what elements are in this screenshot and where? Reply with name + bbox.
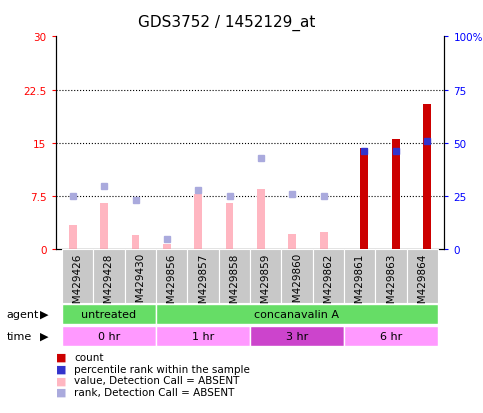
Text: GSM429857: GSM429857: [198, 253, 208, 316]
Text: ▶: ▶: [40, 331, 48, 341]
Text: GSM429860: GSM429860: [292, 253, 302, 316]
Text: GSM429430: GSM429430: [135, 253, 145, 316]
Bar: [187, 250, 219, 304]
Bar: [344, 250, 375, 304]
Bar: [125, 250, 156, 304]
Bar: [288, 234, 296, 250]
Bar: [360, 149, 368, 250]
Text: 1 hr: 1 hr: [192, 331, 214, 341]
Bar: [281, 250, 313, 304]
Text: GSM429858: GSM429858: [229, 253, 239, 316]
Bar: [156, 250, 187, 304]
Text: GSM429856: GSM429856: [167, 253, 177, 316]
Text: ▶: ▶: [40, 309, 48, 319]
Bar: [250, 250, 281, 304]
Text: GSM429426: GSM429426: [72, 253, 83, 316]
Bar: [313, 250, 344, 304]
Text: ■: ■: [56, 387, 66, 397]
Text: GSM429862: GSM429862: [323, 253, 333, 316]
Bar: [226, 204, 233, 250]
Bar: [219, 250, 250, 304]
Text: rank, Detection Call = ABSENT: rank, Detection Call = ABSENT: [74, 387, 234, 397]
Bar: [344, 326, 438, 346]
Bar: [320, 232, 327, 250]
Text: GSM429428: GSM429428: [104, 253, 114, 316]
Text: value, Detection Call = ABSENT: value, Detection Call = ABSENT: [74, 375, 239, 385]
Text: 0 hr: 0 hr: [98, 331, 120, 341]
Text: 3 hr: 3 hr: [286, 331, 308, 341]
Text: 6 hr: 6 hr: [380, 331, 402, 341]
Bar: [62, 304, 156, 324]
Text: count: count: [74, 352, 103, 362]
Text: agent: agent: [6, 309, 39, 319]
Bar: [100, 204, 108, 250]
Text: ■: ■: [56, 375, 66, 385]
Text: ■: ■: [56, 364, 66, 374]
Bar: [250, 326, 344, 346]
Text: concanavalin A: concanavalin A: [255, 309, 340, 319]
Bar: [163, 245, 171, 250]
Bar: [132, 236, 140, 250]
Bar: [392, 140, 399, 250]
Bar: [93, 250, 125, 304]
Bar: [156, 326, 250, 346]
Bar: [194, 195, 202, 250]
Bar: [257, 190, 265, 250]
Text: GSM429863: GSM429863: [386, 253, 396, 316]
Text: untreated: untreated: [81, 309, 136, 319]
Bar: [69, 225, 77, 250]
Text: GSM429864: GSM429864: [417, 253, 427, 316]
Bar: [156, 304, 438, 324]
Text: GDS3752 / 1452129_at: GDS3752 / 1452129_at: [138, 14, 316, 31]
Text: percentile rank within the sample: percentile rank within the sample: [74, 364, 250, 374]
Text: GSM429861: GSM429861: [355, 253, 365, 316]
Bar: [407, 250, 438, 304]
Text: ■: ■: [56, 352, 66, 362]
Bar: [62, 250, 93, 304]
Bar: [375, 250, 407, 304]
Text: time: time: [6, 331, 31, 341]
Text: GSM429859: GSM429859: [261, 253, 270, 316]
Bar: [62, 326, 156, 346]
Bar: [423, 104, 431, 250]
